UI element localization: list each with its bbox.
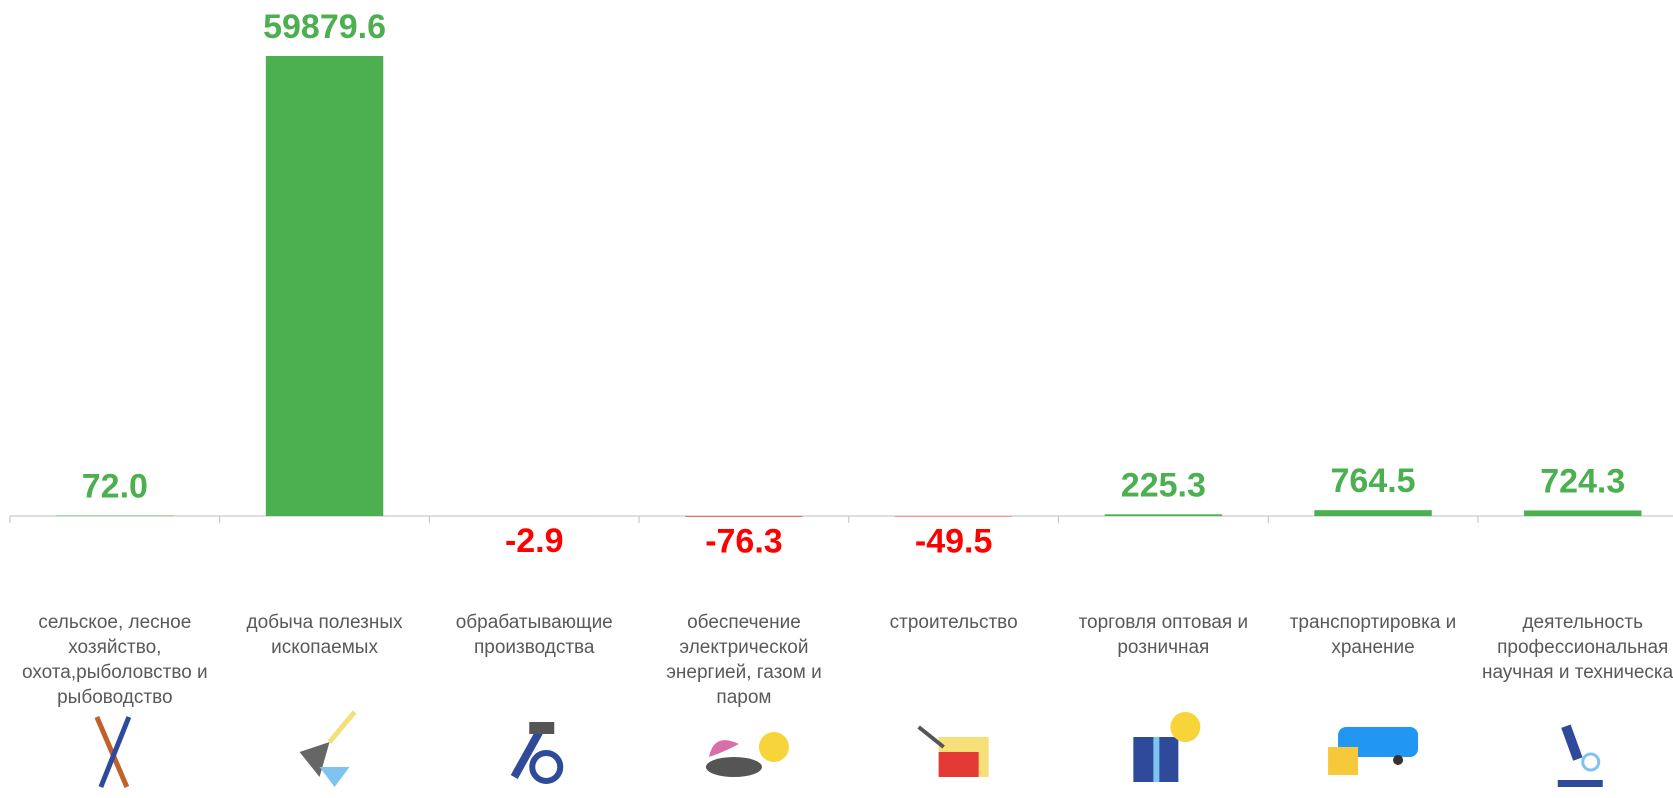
category-icon xyxy=(705,732,789,777)
category-icon xyxy=(299,710,357,787)
value-label: -2.9 xyxy=(505,522,564,560)
icon-part xyxy=(1393,755,1404,765)
category-icon xyxy=(510,722,564,784)
icon-part xyxy=(758,732,789,762)
category-icon xyxy=(1328,727,1419,775)
icon-part xyxy=(1561,724,1583,761)
icon-part xyxy=(1328,747,1359,775)
icon-part xyxy=(529,722,555,734)
category-label: торговля оптовая и розничная xyxy=(1078,612,1249,658)
icon-part xyxy=(319,767,350,787)
bar xyxy=(1314,510,1432,517)
bar xyxy=(685,516,803,517)
value-label: 724.3 xyxy=(1540,462,1625,500)
icon-part xyxy=(1581,752,1601,772)
bar xyxy=(56,515,174,517)
icon-part xyxy=(708,740,739,757)
value-label: -49.5 xyxy=(915,522,993,560)
value-label: -76.3 xyxy=(705,523,783,561)
category-label: обрабатывающие производства xyxy=(455,612,613,658)
icon-part xyxy=(1153,737,1160,782)
category-label: обеспечение электрической энергией, газо… xyxy=(666,612,822,708)
icon-part xyxy=(705,757,762,777)
value-label: 72.0 xyxy=(82,467,148,505)
category-icon xyxy=(917,725,989,777)
category-label: добыча полезных ископаемых xyxy=(246,612,403,658)
icon-part xyxy=(510,730,543,779)
bar xyxy=(265,56,384,517)
category-icon xyxy=(1133,712,1201,782)
value-label: 59879.6 xyxy=(263,8,386,46)
icon-part xyxy=(1170,712,1201,742)
icon-part xyxy=(94,716,130,788)
category-icon xyxy=(94,716,132,788)
icon-part xyxy=(529,750,564,784)
category-label: сельское, лесное хозяйство, охота,рыболо… xyxy=(22,612,208,708)
value-label: 764.5 xyxy=(1331,462,1416,500)
icon-part xyxy=(938,752,979,777)
icon-part xyxy=(1557,780,1603,787)
category-label: деятельность профессиональная научная и … xyxy=(1481,612,1673,683)
category-label: транспортировка и хранение xyxy=(1289,612,1457,658)
category-label: строительство xyxy=(889,612,1018,633)
bar xyxy=(1104,514,1223,517)
category-icon xyxy=(1557,724,1603,787)
icon-part xyxy=(917,725,945,749)
icon-part xyxy=(327,710,357,744)
icon-part xyxy=(98,716,132,788)
bar xyxy=(1524,510,1642,517)
value-label: 225.3 xyxy=(1121,466,1206,504)
